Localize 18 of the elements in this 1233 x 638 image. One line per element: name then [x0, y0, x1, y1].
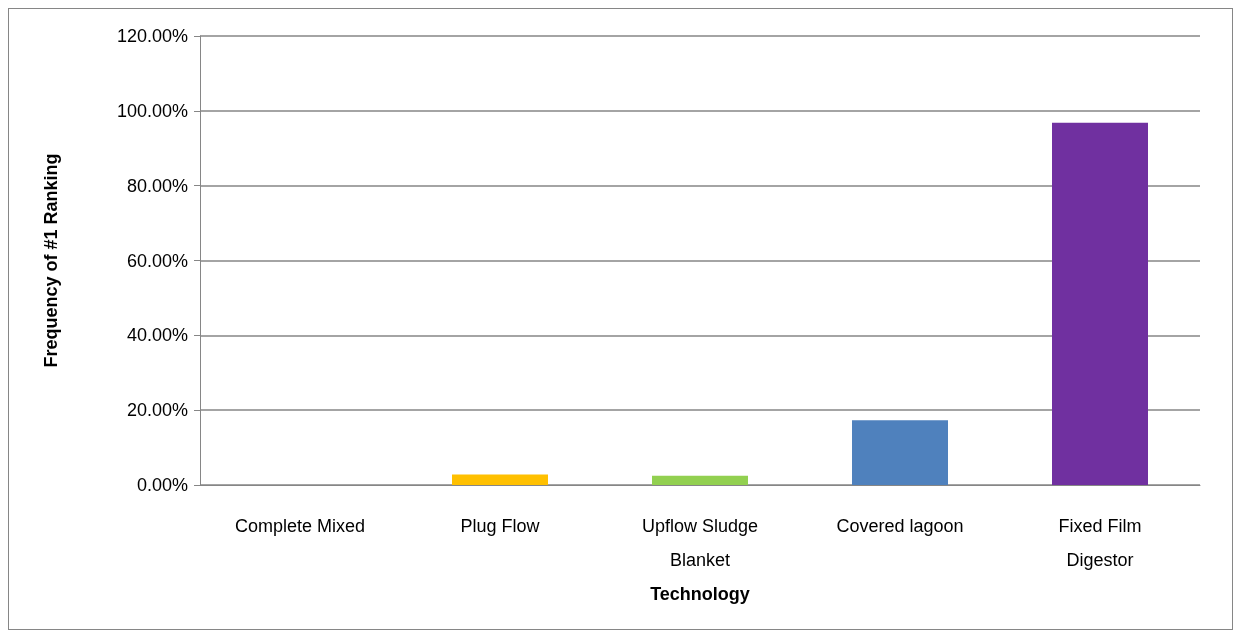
y-tick-label: 0.00% [136, 475, 188, 495]
bar [452, 474, 548, 485]
bar [1052, 122, 1148, 485]
y-tick-label: 120.00% [116, 26, 188, 46]
y-axis-title: Frequency of #1 Ranking [41, 153, 61, 368]
y-tick-label: 80.00% [126, 175, 188, 196]
x-tick-label: Complete Mixed [234, 516, 366, 536]
bar [652, 475, 748, 485]
x-axis-title: Technology [650, 584, 750, 604]
x-tick-label: Plug Flow [460, 516, 541, 536]
bar [852, 420, 948, 485]
y-tick-label: 20.00% [126, 400, 188, 421]
y-tick-label: 40.00% [126, 325, 188, 346]
x-tick-label: Fixed Film Digestor [1058, 516, 1142, 570]
x-tick-label: Upflow Sludge Blanket [641, 516, 759, 570]
y-tick-label: 60.00% [126, 250, 188, 271]
y-tick-label: 100.00% [116, 100, 188, 121]
x-tick-label: Covered lagoon [836, 516, 964, 536]
